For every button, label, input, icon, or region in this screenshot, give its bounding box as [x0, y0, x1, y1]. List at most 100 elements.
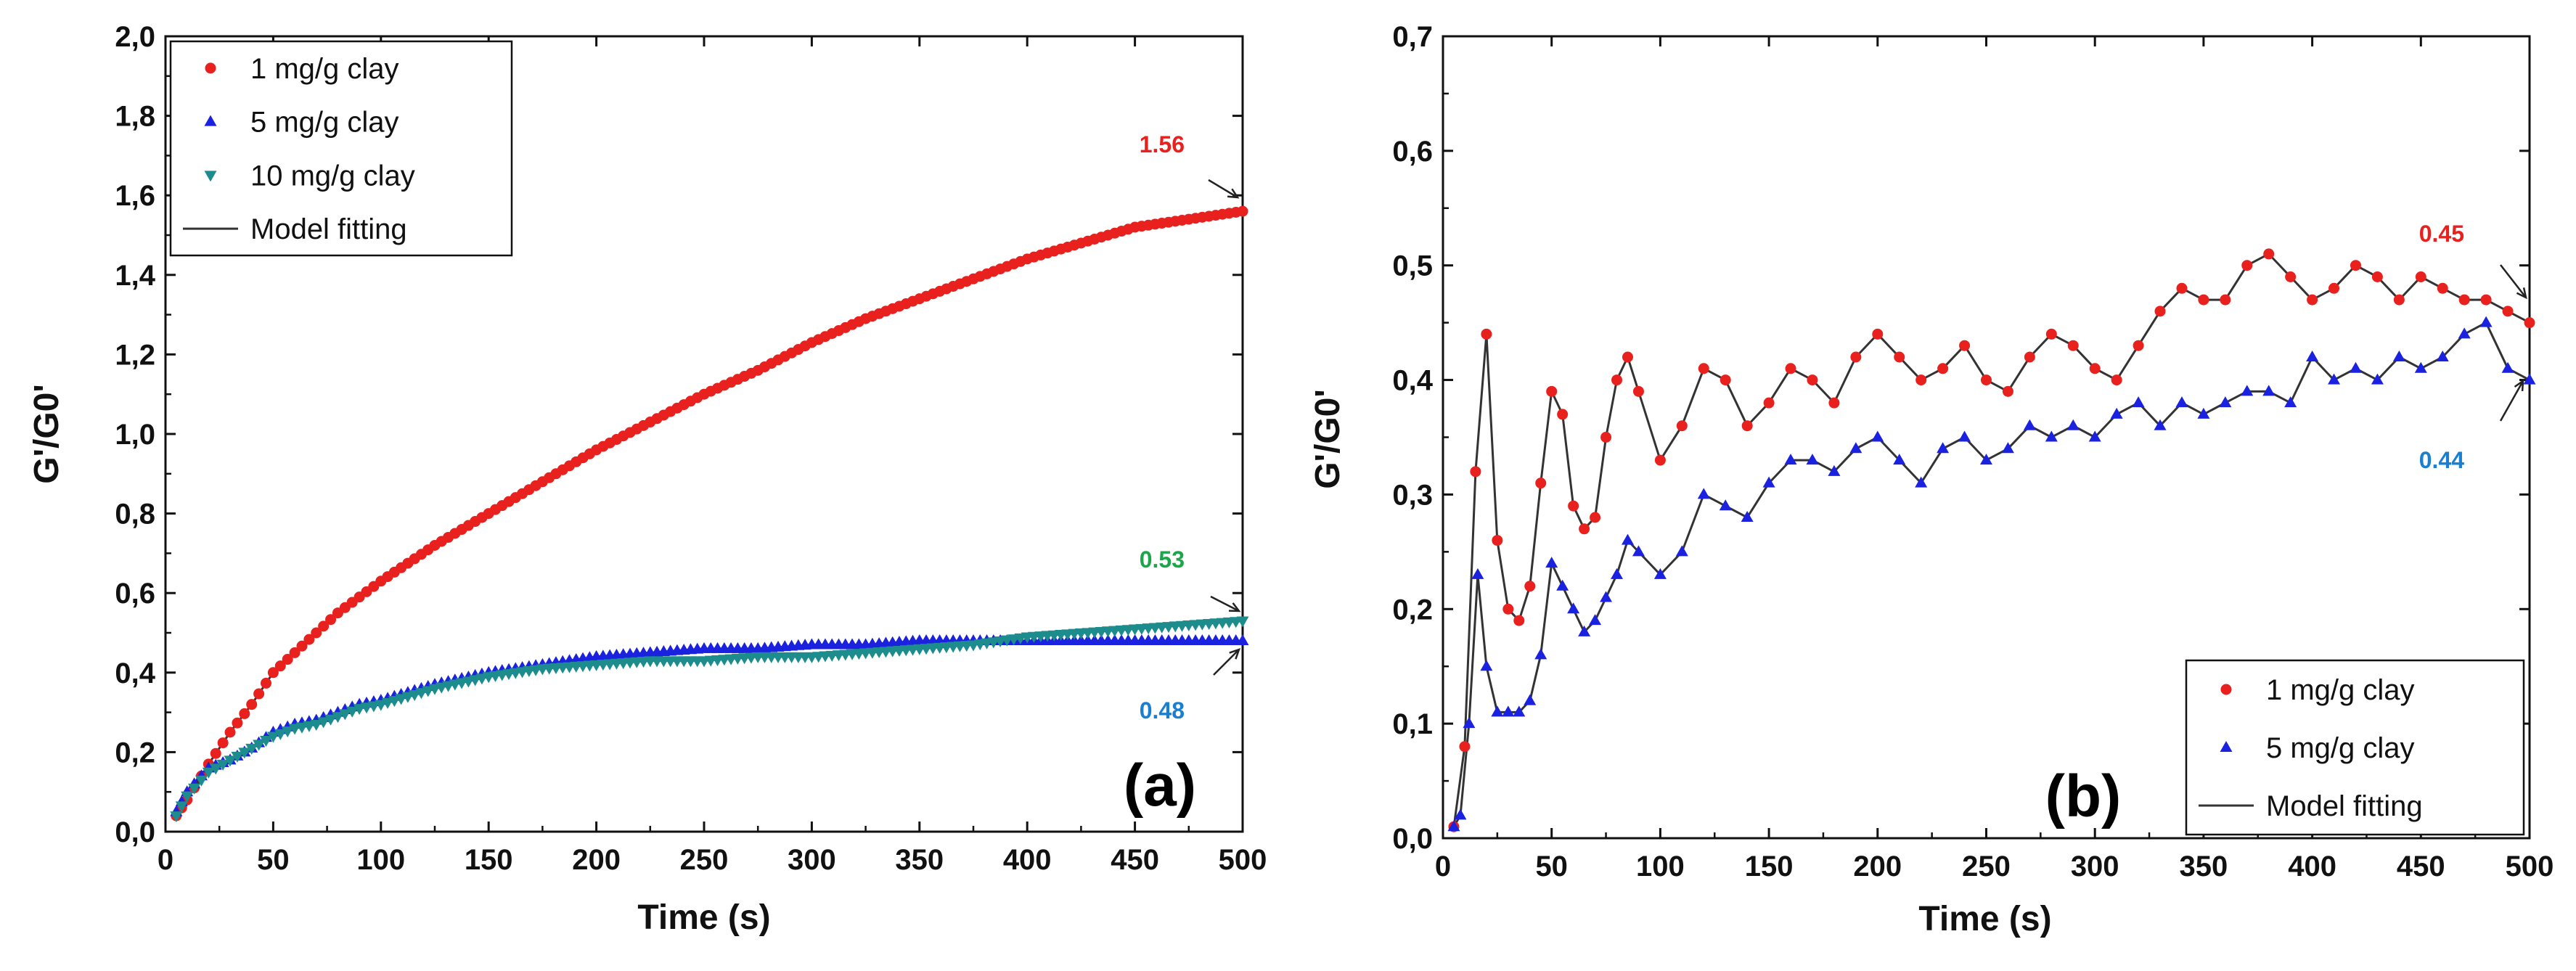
x-tick-label: 50	[257, 844, 290, 876]
data-point	[2197, 407, 2210, 419]
data-point	[1894, 351, 1905, 363]
data-point	[1720, 374, 1731, 386]
data-point	[232, 717, 243, 729]
data-point	[1524, 581, 1536, 592]
data-point	[2502, 306, 2514, 317]
data-point	[245, 743, 258, 755]
data-point	[2307, 294, 2318, 306]
data-point	[360, 702, 373, 714]
data-point	[238, 747, 251, 759]
data-point	[2111, 374, 2122, 386]
data-point	[2349, 361, 2362, 373]
data-point	[1470, 466, 1481, 478]
data-point	[381, 697, 394, 709]
data-point	[1481, 328, 1492, 340]
data-point	[261, 677, 272, 689]
data-point	[260, 735, 273, 747]
x-tick-label: 200	[1853, 851, 1902, 882]
data-point	[2002, 385, 2013, 397]
y-tick-label: 0,0	[115, 816, 155, 848]
data-point	[2263, 248, 2275, 260]
data-point	[288, 724, 301, 735]
data-point	[2393, 294, 2405, 306]
data-point	[2176, 282, 2188, 294]
x-tick-label: 400	[2288, 851, 2336, 882]
x-tick-label: 300	[2071, 851, 2119, 882]
data-point	[2458, 327, 2471, 339]
series-1-mg-g-clay	[1448, 248, 2535, 832]
legend-label: 5 mg/g clay	[250, 107, 399, 139]
data-point	[1600, 591, 1613, 602]
y-tick-label: 0,0	[1392, 823, 1433, 855]
data-point	[1980, 454, 1992, 465]
data-point	[414, 688, 428, 700]
data-point	[217, 737, 229, 749]
data-point	[1807, 374, 1818, 386]
data-point	[2415, 271, 2426, 282]
data-point	[2479, 316, 2493, 327]
y-tick-label: 0,3	[1392, 479, 1433, 511]
data-point	[253, 739, 266, 751]
data-point	[2089, 363, 2101, 374]
data-point	[231, 751, 244, 763]
annotation-arrow-head	[2516, 287, 2527, 300]
data-point	[1981, 374, 1992, 386]
data-point	[2219, 396, 2232, 408]
legend-marker	[2220, 741, 2233, 752]
data-point	[2154, 306, 2166, 317]
y-tick-label: 1,8	[115, 101, 155, 133]
data-point	[1463, 717, 1476, 729]
x-tick-label: 450	[1111, 844, 1159, 876]
chart-panel-b: 0 50 100 150 200 250 300 350 400 450 500 0,0 0,1 0,2 0…	[1309, 21, 2553, 938]
x-tick-label: 100	[1636, 851, 1685, 882]
y-tick-label: 0,7	[1392, 21, 1433, 53]
data-point	[1622, 351, 1633, 363]
data-point	[2392, 351, 2405, 361]
data-point	[1915, 374, 1927, 386]
legend-marker	[204, 115, 217, 126]
data-point	[1611, 374, 1623, 386]
x-tick-label: 100	[356, 844, 405, 876]
legend-label: 5 mg/g clay	[2266, 732, 2415, 764]
data-point	[2241, 385, 2254, 396]
legend: 1 mg/g clay 5 mg/g clay 10 mg/g clay Model …	[169, 40, 513, 257]
data-point	[267, 667, 279, 679]
y-tick-label: 0,2	[1392, 594, 1433, 626]
data-point	[2024, 351, 2035, 363]
x-tick-label: 300	[788, 844, 836, 876]
data-point	[1958, 430, 1971, 442]
data-point	[1611, 568, 1624, 579]
legend-label: 10 mg/g clay	[250, 160, 415, 192]
data-point	[1535, 478, 1547, 489]
data-point	[1654, 454, 1666, 466]
y-tick-label: 0,4	[115, 657, 155, 689]
panel-label: (a)	[1124, 753, 1196, 819]
data-point	[2414, 361, 2427, 373]
data-point	[395, 694, 408, 705]
data-point	[331, 712, 344, 724]
data-point	[216, 759, 229, 771]
data-point	[1828, 464, 1841, 476]
value-annotation: 1.56	[1140, 131, 1185, 157]
annotation-arrow-line	[1213, 649, 1240, 676]
data-point	[1545, 557, 1558, 568]
x-tick-label: 0	[1435, 851, 1451, 882]
data-point	[1589, 614, 1602, 626]
data-point	[1871, 430, 1884, 442]
data-point	[1567, 602, 1580, 614]
panel-label: (b)	[2045, 763, 2122, 829]
data-point	[303, 721, 316, 732]
x-tick-label: 50	[1535, 851, 1568, 882]
series-1-mg-g-clay	[171, 205, 1248, 822]
value-annotation: 0.44	[2419, 447, 2464, 473]
y-tick-label: 0,4	[1392, 365, 1433, 397]
data-point	[1236, 634, 1249, 645]
y-tick-label: 1,4	[115, 260, 155, 292]
data-point	[1828, 397, 1840, 409]
data-point	[181, 791, 194, 803]
data-point	[388, 696, 401, 708]
data-point	[2306, 351, 2319, 361]
data-point	[1459, 741, 1471, 753]
x-tick-label: 500	[2506, 851, 2554, 882]
